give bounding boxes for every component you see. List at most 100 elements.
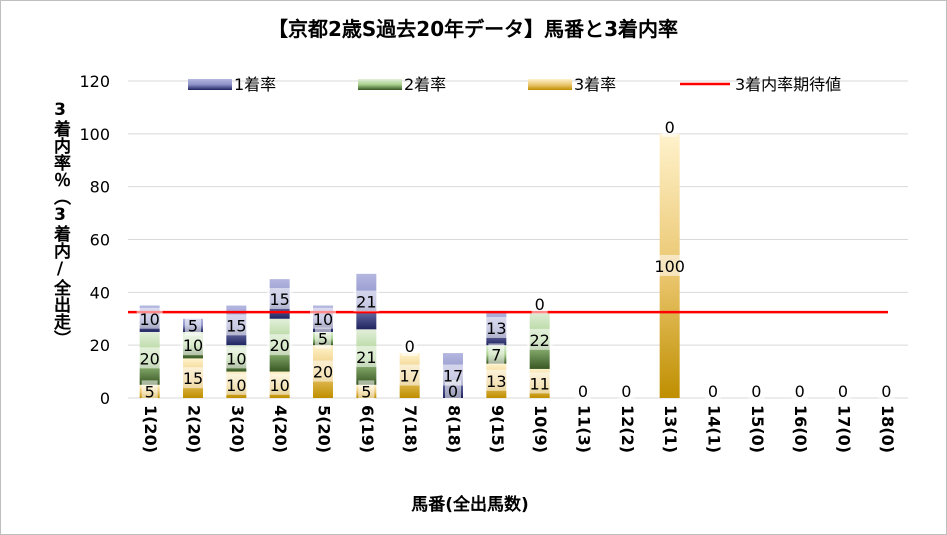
x-tick-label: 17(0) — [835, 405, 854, 453]
data-label: 5 — [361, 382, 371, 401]
x-tick-label: 18(0) — [878, 405, 897, 453]
legend-label: 1着率 — [234, 75, 276, 94]
data-label-bg — [396, 364, 423, 386]
legend-label: 2着率 — [404, 75, 446, 94]
data-label-bg — [440, 364, 466, 386]
y-axis-title: 3着内率％（3着内/全出走） — [50, 100, 72, 347]
data-label: 15 — [269, 290, 289, 309]
data-label-bg — [401, 335, 418, 357]
data-label-bg — [358, 380, 375, 402]
data-label-bg — [223, 314, 250, 336]
data-label-bg — [180, 334, 206, 356]
data-label-bg — [526, 328, 553, 350]
data-label-bg — [483, 316, 510, 338]
x-tick-label: 1(20) — [141, 405, 160, 453]
data-label-bg — [483, 369, 510, 391]
data-label: 17 — [399, 367, 419, 386]
data-label-bg — [353, 290, 380, 312]
x-tick-label: 2(20) — [185, 405, 204, 453]
data-label: 0 — [881, 382, 891, 401]
data-label-bg — [618, 380, 635, 401]
x-tick-label: 13(1) — [661, 405, 680, 453]
data-label: 100 — [654, 257, 685, 276]
data-label-bg — [526, 372, 553, 394]
data-label-bg — [136, 347, 163, 369]
data-label-bg — [878, 380, 895, 401]
data-label: 10 — [269, 376, 289, 395]
y-tick-label: 60 — [90, 231, 110, 250]
x-tick-label: 8(18) — [445, 405, 464, 453]
x-tick-label: 10(9) — [531, 405, 550, 453]
data-label: 0 — [708, 382, 718, 401]
data-label: 13 — [486, 319, 506, 338]
data-label: 10 — [226, 376, 246, 395]
x-tick-label: 5(20) — [315, 405, 334, 453]
chart-title: 【京都2歳S過去20年データ】馬番と3着内率 — [268, 17, 678, 41]
data-label-bg — [835, 380, 851, 401]
data-label-bg — [748, 380, 765, 401]
data-label: 0 — [448, 382, 458, 401]
data-label-bg — [266, 287, 293, 309]
data-label-bg — [353, 346, 380, 368]
y-tick-label: 40 — [90, 283, 110, 302]
data-label-bg — [310, 360, 336, 382]
data-label-bg — [705, 380, 721, 401]
data-label-bg — [266, 334, 293, 356]
data-label: 10 — [139, 310, 159, 329]
data-label-bg — [488, 343, 505, 365]
data-label: 15 — [183, 369, 203, 388]
data-label-bg — [223, 347, 250, 369]
data-label: 0 — [665, 118, 675, 137]
x-tick-label: 7(18) — [401, 405, 420, 453]
data-label-bg — [575, 380, 591, 401]
data-label: 0 — [838, 382, 848, 401]
data-label-bg — [223, 373, 250, 395]
data-label: 13 — [486, 372, 506, 391]
x-tick-label: 12(2) — [618, 405, 637, 453]
data-label: 20 — [139, 349, 159, 368]
x-axis-title: 馬番(全出馬数) — [411, 494, 529, 515]
data-label: 0 — [405, 337, 415, 356]
y-tick-label: 0 — [100, 389, 110, 408]
x-tick-label: 15(0) — [748, 405, 767, 453]
data-label: 21 — [356, 293, 376, 312]
data-label: 11 — [529, 374, 549, 393]
data-label: 20 — [269, 336, 289, 355]
legend-label: 3着内率期待値 — [735, 75, 841, 94]
y-tick-label: 120 — [79, 72, 110, 91]
x-tick-label: 6(19) — [358, 405, 377, 453]
data-label-bg — [310, 307, 336, 329]
x-tick-label: 14(1) — [705, 405, 724, 453]
data-label: 0 — [751, 382, 761, 401]
data-label: 0 — [535, 295, 545, 314]
data-label-bg — [315, 327, 331, 349]
data-label-bg — [185, 314, 201, 336]
data-label: 5 — [318, 330, 328, 349]
data-label-bg — [531, 292, 548, 314]
gridlines — [128, 80, 908, 399]
data-label: 0 — [578, 382, 588, 401]
data-label: 20 — [313, 363, 333, 382]
x-tick-label: 9(15) — [488, 405, 507, 453]
data-label: 22 — [529, 331, 549, 350]
data-label: 10 — [313, 310, 333, 329]
data-label: 10 — [226, 349, 246, 368]
x-tick-label: 4(20) — [271, 405, 290, 453]
x-tick-label: 16(0) — [791, 405, 810, 453]
legend-label: 3着率 — [574, 75, 616, 94]
data-label: 17 — [443, 367, 463, 386]
data-label: 5 — [145, 382, 155, 401]
data-label: 5 — [188, 316, 198, 335]
data-label: 10 — [183, 336, 203, 355]
y-tick-label: 100 — [79, 125, 110, 144]
data-label: 0 — [621, 382, 631, 401]
legend: 1着率 2着率 3着率 3着内率期待値 — [188, 75, 841, 94]
y-tick-label: 80 — [90, 178, 110, 197]
data-label-bg — [141, 380, 158, 402]
data-label: 15 — [226, 316, 246, 335]
y-axis-ticks: 0 20 40 60 80 100 120 — [79, 72, 110, 408]
x-axis-ticks: 1(20) 2(20) 3(20) 4(20) 5(20) 6(19) 7(18) 8(18)… — [141, 405, 897, 453]
data-label-bg — [266, 373, 293, 395]
